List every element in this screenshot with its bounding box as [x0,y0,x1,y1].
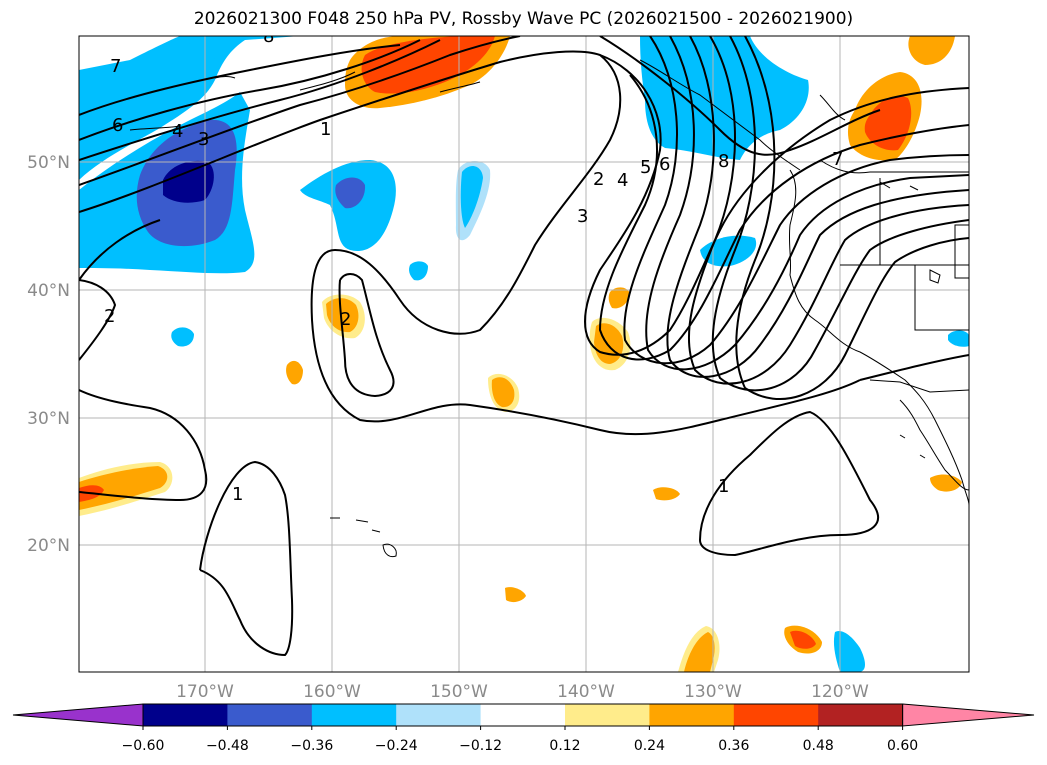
colorbar-segment [396,704,482,726]
lon-label: 160°W [303,682,361,702]
lat-label: 50°N [27,153,70,173]
colorbar-segment [480,704,566,726]
lon-label: 140°W [557,682,615,702]
colorbar-segment [733,704,819,726]
colorbar-extend-max [902,703,1035,727]
colorbar-tick-label: −0.36 [290,738,333,754]
colorbar-tick-label: −0.60 [122,738,165,754]
svg-text:8: 8 [263,26,274,47]
svg-text:7: 7 [832,149,843,170]
colorbar-segment [565,704,650,726]
colorbar-tick-label: 0.60 [887,738,918,754]
contour-labels: 1 1 1 2 2 2 3 3 4 4 5 6 6 7 7 8 8 [104,26,843,505]
colorbar-tick-label: 0.36 [718,738,749,754]
colorbar-segment [227,704,313,726]
lat-label: 30°N [27,409,70,429]
svg-text:7: 7 [110,56,121,77]
svg-text:1: 1 [718,476,729,497]
svg-text:4: 4 [172,121,183,142]
colorbar-extend-min [12,703,144,727]
colorbar-tick-label: −0.12 [459,738,502,754]
colorbar-tick-label: 0.48 [803,738,834,754]
svg-text:2: 2 [593,169,604,190]
svg-text:4: 4 [617,170,628,191]
svg-text:2: 2 [340,309,351,330]
colorbar-segment [818,704,904,726]
map-title: 2026021300 F048 250 hPa PV, Rossby Wave … [193,9,854,29]
map-frame [78,35,970,673]
svg-text:8: 8 [718,151,729,172]
graticule [79,36,969,672]
colorbar-frame [142,703,904,727]
svg-text:3: 3 [198,129,209,150]
lon-label: 120°W [811,682,869,702]
lat-label: 20°N [27,536,70,556]
svg-text:1: 1 [320,119,331,140]
svg-text:6: 6 [659,154,670,175]
colorbar-tick-label: 0.12 [549,738,580,754]
lat-label: 40°N [27,281,70,301]
colorbar-segment [311,704,397,726]
lon-axis-labels: 170°W 160°W 150°W 140°W 130°W 120°W [176,682,869,702]
colorbar-segment [143,704,228,726]
rossby-contours [79,36,969,657]
lon-label: 130°W [684,682,742,702]
colorbar-tick-label: −0.24 [375,738,418,754]
colorbar-tick-label: 0.24 [634,738,665,754]
colorbar: −0.60 −0.48 −0.36 −0.24 −0.12 0.12 0.24 0.36 0.4… [12,703,1035,754]
svg-text:1: 1 [232,484,243,505]
colorbar-tick-label: −0.48 [206,738,249,754]
lat-axis-labels: 50°N 40°N 30°N 20°N [27,153,70,556]
colorbar-segment [649,704,735,726]
svg-text:6: 6 [112,115,123,136]
pv-negative-shading [79,36,969,672]
lon-label: 150°W [430,682,488,702]
lon-label: 170°W [176,682,234,702]
svg-text:2: 2 [104,306,115,327]
svg-text:5: 5 [640,157,651,178]
svg-text:3: 3 [577,206,588,227]
coastlines [129,59,969,558]
